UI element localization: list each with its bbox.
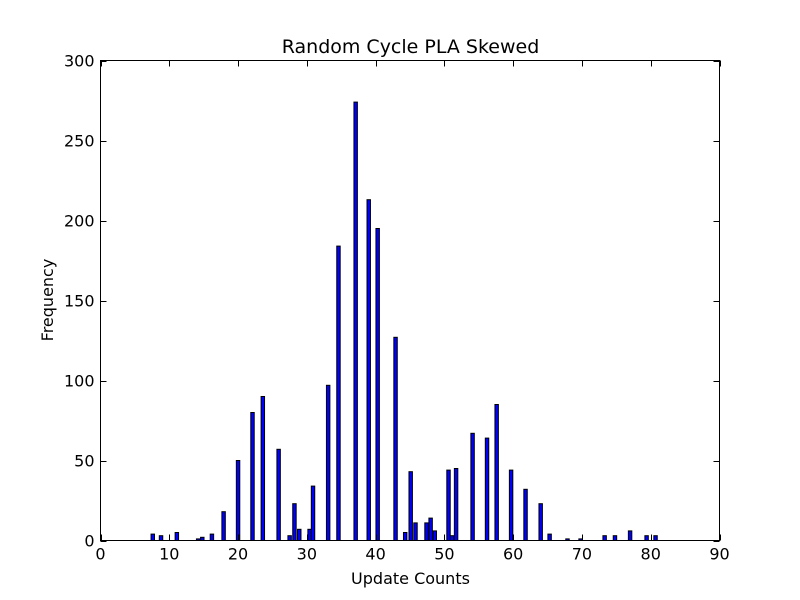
bar — [432, 530, 437, 542]
x-tick-label: 60 — [503, 545, 523, 564]
bar — [150, 533, 155, 541]
bar — [287, 535, 292, 542]
x-tick-label: 30 — [297, 545, 317, 564]
plot-frame — [100, 60, 720, 541]
chart-title: Random Cycle PLA Skewed — [282, 36, 540, 58]
x-tick-label: 70 — [572, 545, 592, 564]
y-tick-label: 150 — [64, 292, 95, 311]
bar — [644, 535, 649, 542]
bar — [470, 432, 475, 541]
x-tick-label: 90 — [709, 545, 729, 564]
bar — [307, 528, 312, 541]
bar — [612, 535, 618, 542]
bar — [235, 460, 241, 541]
bar — [325, 384, 331, 541]
y-tick-label: 200 — [64, 212, 95, 231]
bar — [547, 533, 552, 541]
bar — [209, 533, 215, 541]
bar — [336, 245, 341, 541]
bar — [424, 522, 429, 542]
bar — [221, 511, 226, 542]
bar — [276, 448, 281, 541]
bar — [174, 532, 180, 541]
bar — [353, 101, 358, 541]
bar — [453, 468, 459, 541]
bar — [653, 535, 658, 542]
bar — [494, 404, 499, 541]
bar — [413, 522, 418, 542]
y-axis-title: Frequency — [38, 259, 57, 342]
x-axis-title: Update Counts — [351, 569, 470, 588]
bar — [408, 471, 413, 542]
y-tick-label: 250 — [64, 132, 95, 151]
y-tick-label: 0 — [84, 532, 94, 551]
bar — [310, 485, 316, 542]
bar — [250, 412, 255, 541]
x-tick-label: 50 — [434, 545, 454, 564]
bar — [393, 336, 398, 541]
bar — [158, 535, 164, 542]
x-tick-label: 10 — [159, 545, 179, 564]
bar — [260, 396, 266, 541]
bar — [602, 535, 607, 542]
y-tick-label: 300 — [64, 52, 95, 71]
bar — [484, 437, 490, 542]
bar — [375, 228, 380, 541]
x-tick-label: 40 — [365, 545, 385, 564]
bar — [428, 517, 433, 541]
bar — [292, 503, 297, 542]
bar — [297, 528, 302, 541]
x-tick-label: 80 — [641, 545, 661, 564]
y-tick-label: 100 — [64, 372, 95, 391]
y-tick-label: 50 — [74, 452, 94, 471]
bar — [508, 469, 514, 542]
bars-layer — [150, 101, 658, 542]
bar — [538, 503, 543, 542]
bar — [366, 199, 371, 541]
bar — [523, 488, 528, 541]
bar — [627, 530, 633, 542]
ticks-layer: 0 10 20 30 40 50 60 70 80 90 0 50 100 150 200 250 300 — [64, 52, 730, 564]
bar — [446, 469, 451, 542]
x-tick-label: 0 — [95, 545, 105, 564]
bar — [449, 535, 455, 542]
bar — [402, 532, 408, 541]
x-tick-label: 20 — [228, 545, 248, 564]
